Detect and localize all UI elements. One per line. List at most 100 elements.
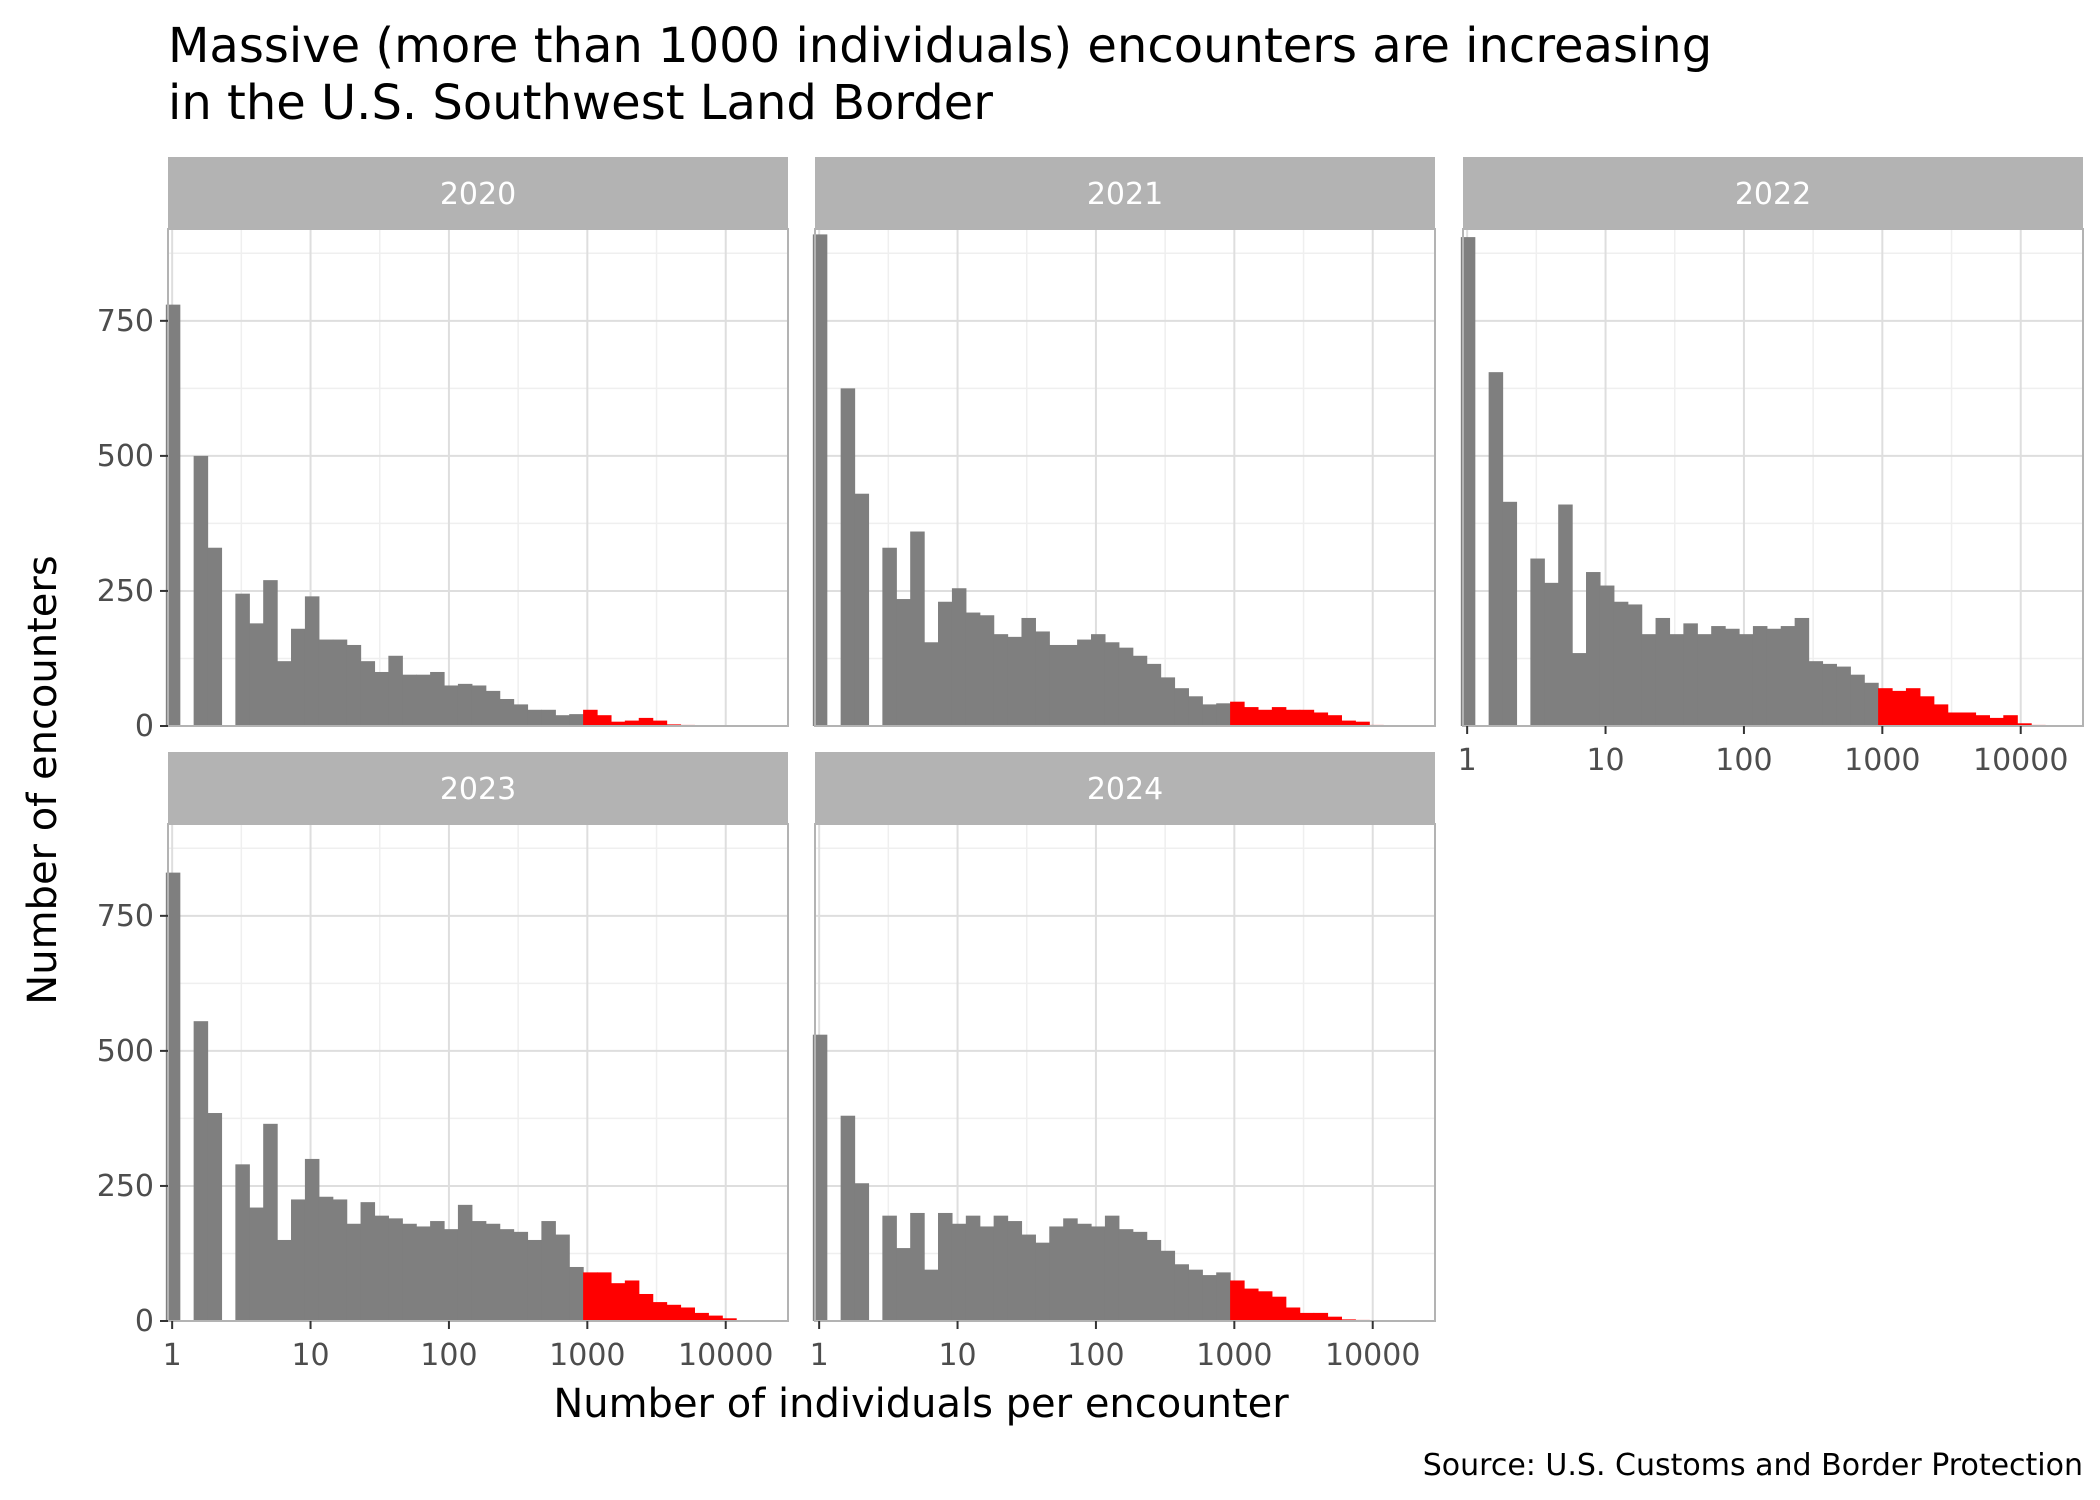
bar-2024-bin-29 [1216, 1272, 1231, 1321]
bar-2021-bin-10 [951, 588, 967, 726]
panel-border-2024 [814, 823, 1436, 1322]
bar-2020-bin-10 [304, 596, 320, 726]
bar-2024-bin-24 [1146, 1239, 1162, 1321]
panel-2023: 2023 [165, 752, 789, 1322]
bar-2024-bin-9 [938, 1212, 953, 1321]
y-tick-label: 250 [97, 574, 154, 609]
bar-2022-bin-35 [1947, 712, 1963, 726]
bar-2023-bin-24 [499, 1229, 515, 1321]
bar-2021-bin-15 [1021, 617, 1036, 726]
bar-2023-bin-21 [457, 1204, 473, 1321]
bar-2020-bin-24 [499, 698, 515, 726]
bar-2022-bin-6 [1544, 582, 1559, 726]
bar-2022-bin-10 [1599, 585, 1615, 726]
bar-2020-bin-5 [235, 593, 250, 726]
bar-2023-bin-29 [569, 1266, 584, 1321]
bar-2024-bin-27 [1188, 1269, 1203, 1321]
panel-2024: 2024 [812, 752, 1436, 1322]
bar-2023-bin-32 [610, 1283, 626, 1321]
bar-2021-bin-5 [882, 547, 897, 726]
bar-2024-bin-23 [1132, 1231, 1148, 1321]
bar-2024-bin-2 [840, 1115, 856, 1321]
bar-2020-bin-22 [471, 685, 487, 726]
bar-2022-bin-25 [1808, 661, 1824, 726]
bar-2020-bin-18 [416, 674, 431, 726]
bar-2024-bin-35 [1299, 1312, 1315, 1321]
bar-2021-bin-18 [1063, 644, 1078, 726]
bar-2023-bin-40 [722, 1318, 737, 1321]
bar-2021-bin-17 [1049, 644, 1064, 726]
bar-2023-bin-17 [402, 1223, 417, 1321]
bar-2024-bin-18 [1063, 1218, 1078, 1321]
bar-2020-bin-29 [569, 714, 584, 726]
facet-label-2020: 2020 [440, 177, 516, 212]
bar-2020-bin-16 [388, 655, 403, 726]
facet-strip-2024 [815, 752, 1435, 824]
bar-2022-bin-16 [1683, 623, 1698, 726]
bar-2022-bin-34 [1933, 704, 1949, 726]
bar-2023-bin-19 [430, 1221, 445, 1321]
bar-2023-bin-15 [374, 1215, 389, 1321]
bar-2020-bin-35 [652, 720, 668, 726]
bar-2023-bin-34 [638, 1293, 654, 1321]
bar-2024-bin-31 [1244, 1288, 1259, 1321]
bar-2024-bin-28 [1202, 1275, 1217, 1321]
bar-2020-bin-20 [444, 685, 459, 726]
x-axis-title: Number of individuals per encounter [553, 1381, 1289, 1427]
bar-2022-bin-36 [1961, 712, 1977, 726]
x-tick-label: 1000 [549, 1338, 625, 1373]
bar-2020-bin-15 [374, 671, 389, 726]
bar-2022-bin-17 [1697, 634, 1712, 726]
bar-2020-bin-30 [583, 709, 598, 726]
bar-2023-bin-36 [666, 1304, 682, 1321]
bar-2021-bin-30 [1230, 701, 1245, 726]
bar-2023-bin-27 [541, 1221, 556, 1321]
chart-title-line-2: in the U.S. Southwest Land Border [168, 75, 993, 131]
bar-2020-bin-32 [610, 721, 626, 726]
y-tick-label: 250 [97, 1169, 154, 1204]
bar-2020-bin-3 [207, 547, 223, 726]
bar-2021-bin-39 [1355, 721, 1370, 726]
bar-2021-bin-14 [1007, 636, 1023, 726]
bar-2020-bin-6 [249, 623, 264, 726]
bar-2021-bin-32 [1257, 709, 1273, 726]
bar-2022-bin-24 [1794, 617, 1810, 726]
bar-2021-bin-20 [1091, 634, 1106, 726]
facet-label-2022: 2022 [1735, 177, 1811, 212]
bar-2020-bin-2 [193, 455, 209, 726]
bar-2023-bin-8 [277, 1239, 292, 1321]
bar-2021-bin-29 [1216, 703, 1231, 726]
bar-2021-bin-33 [1271, 707, 1287, 726]
bar-2021-bin-0 [812, 234, 828, 726]
bar-2020-bin-14 [360, 661, 376, 726]
bar-2024-bin-8 [924, 1269, 939, 1321]
facet-strip-2022 [1463, 157, 2083, 229]
bar-2024-bin-19 [1077, 1223, 1092, 1321]
bar-2024-bin-14 [1007, 1221, 1023, 1321]
x-tick-label: 1000 [1844, 743, 1920, 778]
bar-2024-bin-33 [1271, 1296, 1287, 1321]
bar-2021-bin-12 [979, 615, 995, 726]
bar-2020-bin-19 [430, 671, 445, 726]
bar-2023-bin-25 [513, 1231, 529, 1321]
x-tick-label: 100 [1715, 743, 1772, 778]
bar-2021-bin-9 [938, 601, 953, 726]
bar-2023-bin-26 [527, 1239, 542, 1321]
bar-2024-bin-34 [1285, 1307, 1301, 1321]
bar-2022-bin-31 [1892, 690, 1907, 726]
bar-2024-bin-13 [993, 1215, 1009, 1321]
bar-2023-bin-38 [694, 1312, 709, 1321]
bar-2022-bin-28 [1850, 674, 1865, 726]
bar-2024-bin-3 [854, 1183, 870, 1321]
bar-2023-bin-33 [624, 1280, 640, 1321]
bar-2022-bin-33 [1919, 696, 1935, 726]
x-tick-label: 10 [1586, 743, 1624, 778]
bar-2023-bin-7 [263, 1123, 278, 1321]
bar-2021-bin-36 [1313, 712, 1329, 726]
facet-strip-2023 [168, 752, 788, 824]
bar-2023-bin-6 [249, 1207, 264, 1321]
bar-2021-bin-25 [1160, 677, 1176, 726]
bar-2023-bin-10 [304, 1158, 320, 1321]
y-tick-label: 500 [97, 1034, 154, 1069]
panel-border-2020 [167, 228, 789, 727]
